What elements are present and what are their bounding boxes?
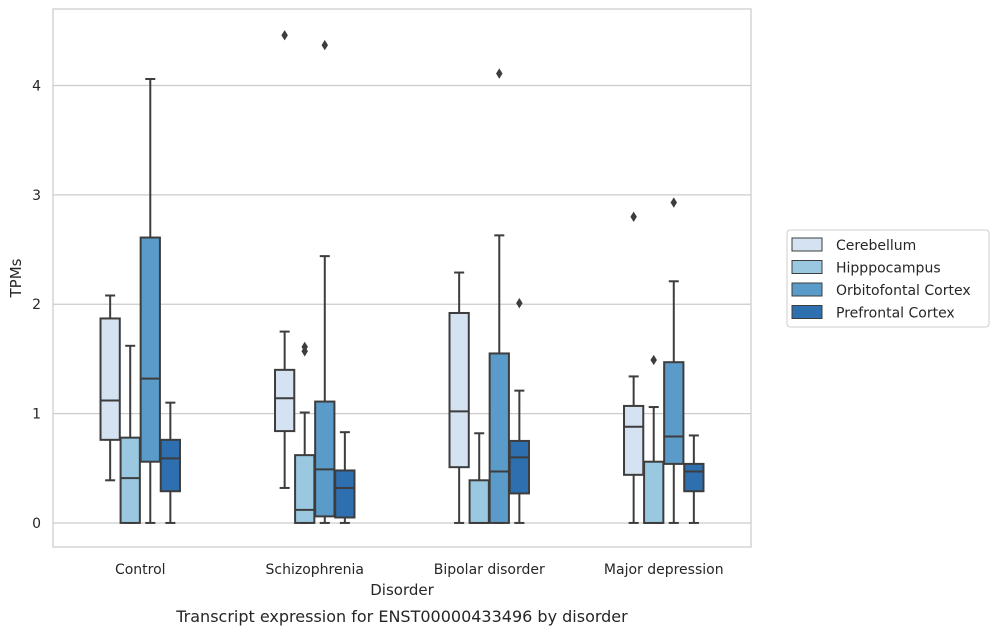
box-iqr <box>683 462 705 493</box>
box-cerebellum <box>448 271 470 524</box>
outlier-point <box>516 297 523 309</box>
box-orbitofontal-cortex <box>663 197 685 524</box>
x-tick-label: Bipolar disorder <box>434 562 545 578</box>
legend-swatch <box>791 260 823 274</box>
legend-swatch <box>791 282 823 297</box>
box-iqr <box>663 361 685 465</box>
box-iqr <box>488 352 510 524</box>
x-axis-label: Disorder <box>370 581 434 599</box>
outlier-point <box>321 39 329 51</box>
legend-swatch <box>791 305 823 319</box>
outlier-point <box>650 354 657 366</box>
box-orbitofontal-cortex <box>139 77 161 524</box>
y-tick-label: 2 <box>32 297 41 313</box>
box-groups <box>99 30 705 524</box>
outlier-point <box>301 341 308 353</box>
chart-caption: Transcript expression for ENST0000043349… <box>175 607 628 626</box>
box-iqr <box>274 368 296 433</box>
legend-label: Hipppocampus <box>836 261 941 277</box>
box-orbitofontal-cortex <box>488 68 510 524</box>
box-iqr <box>119 436 141 524</box>
x-tick-labels: Control Schizophrenia Bipolar disorder Majo… <box>115 562 724 578</box>
box-hipppocampus <box>119 344 141 524</box>
legend-label: Orbitofontal Cortex <box>836 283 971 299</box>
outlier-point <box>630 211 637 222</box>
box-cerebellum <box>99 294 121 482</box>
y-tick-label: 1 <box>32 407 41 423</box>
box-prefrontal-cortex <box>683 434 705 524</box>
box-iqr <box>314 400 336 518</box>
box-hipppocampus <box>643 354 665 524</box>
legend-label: Prefrontal Cortex <box>836 306 955 322</box>
outlier-point <box>670 197 678 208</box>
legend: Cerebellum Hipppocampus Orbitofontal Corte… <box>786 229 990 328</box>
box-iqr <box>623 404 645 476</box>
x-tick-label: Schizophrenia <box>266 562 364 578</box>
box-iqr <box>159 438 181 493</box>
legend-swatch <box>791 237 823 252</box>
box-iqr <box>294 454 316 524</box>
box-cerebellum <box>623 211 645 524</box>
plot-frame <box>52 8 752 548</box>
box-iqr <box>508 439 530 495</box>
outlier-point <box>496 68 503 79</box>
outlier-point <box>281 30 288 41</box>
box-iqr <box>643 460 665 524</box>
box-iqr <box>468 479 490 524</box>
y-axis-label: TPMs <box>7 258 25 298</box>
y-tick-label: 3 <box>32 188 41 204</box>
x-tick-label: Major depression <box>604 562 724 578</box>
box-prefrontal-cortex <box>334 431 356 524</box>
y-tick-label: 0 <box>32 516 41 532</box>
legend-label: Cerebellum <box>836 238 916 254</box>
box-cerebellum <box>274 30 296 489</box>
y-tick-label: 4 <box>32 79 41 95</box>
box-iqr <box>448 311 470 469</box>
box-prefrontal-cortex <box>508 297 530 524</box>
box-iqr <box>334 469 356 519</box>
box-prefrontal-cortex <box>159 401 181 524</box>
box-iqr <box>139 236 161 463</box>
box-hipppocampus <box>468 432 490 524</box>
x-tick-label: Control <box>115 562 166 578</box>
y-tick-labels: 0 1 2 3 4 <box>32 79 41 532</box>
legend-frame <box>786 229 990 328</box>
box-orbitofontal-cortex <box>314 39 336 524</box>
box-iqr <box>99 317 121 441</box>
